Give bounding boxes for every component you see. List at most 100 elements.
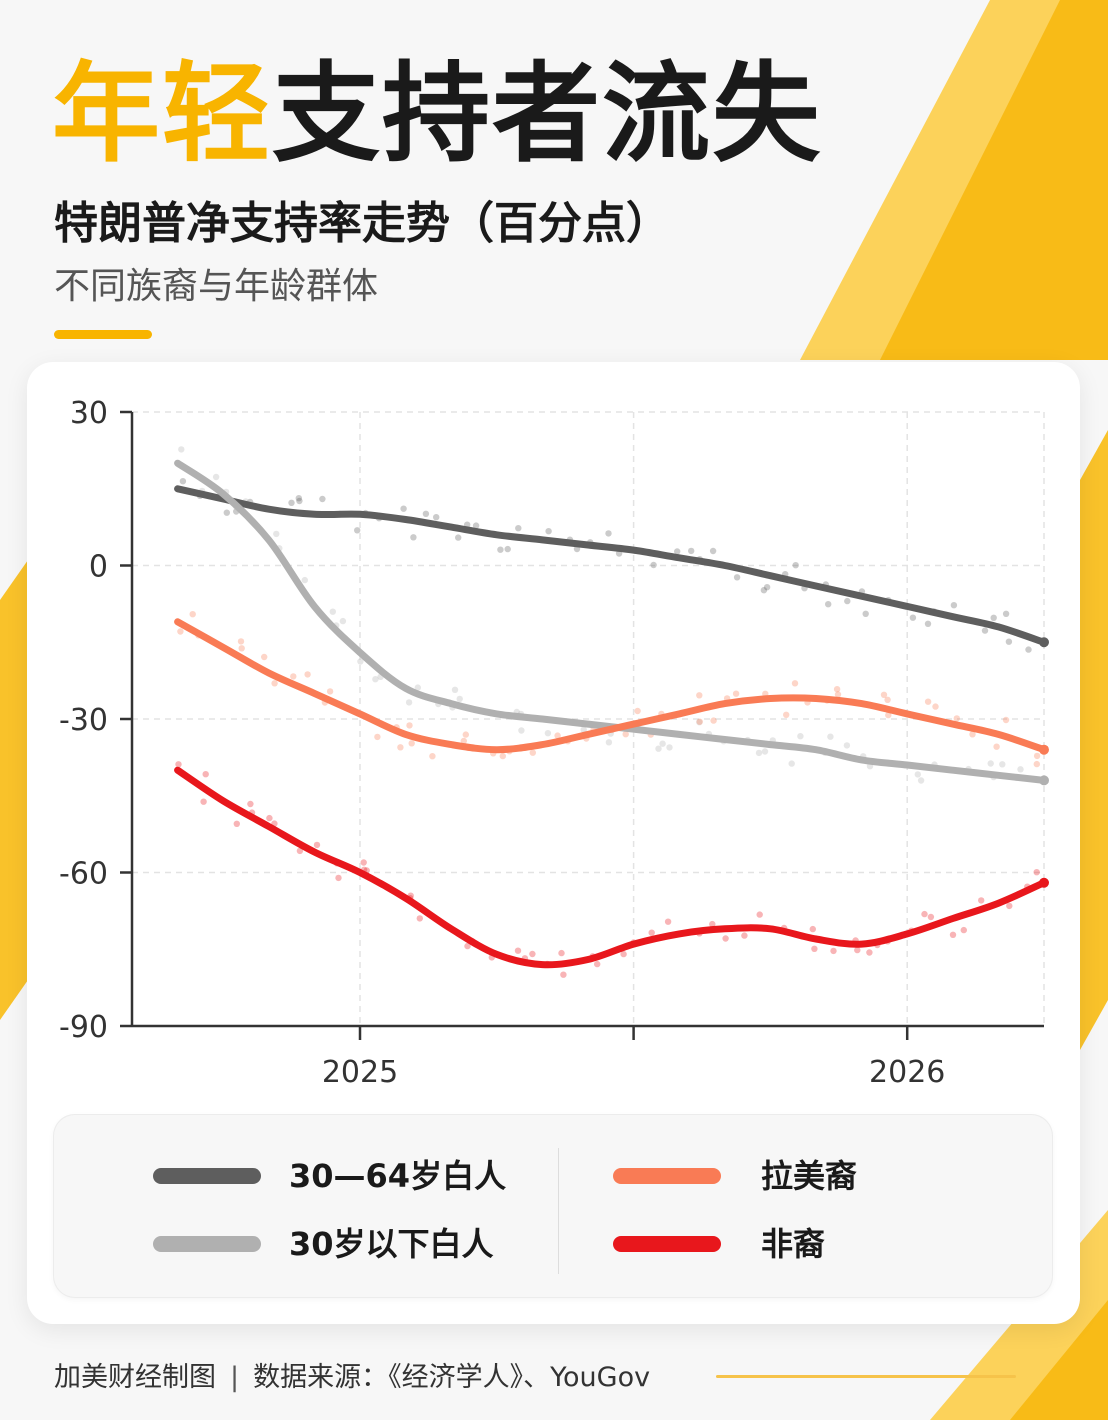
scatter-dot <box>909 614 917 621</box>
title-rest: 支持者流失 <box>272 52 823 177</box>
scatter-dot <box>529 749 536 756</box>
scatter-dot <box>223 509 230 516</box>
scatter-dot <box>313 841 321 849</box>
scatter-dot <box>1033 752 1041 760</box>
scatter-dot <box>620 950 627 958</box>
scatter-dot <box>433 514 440 521</box>
footer-producer: 加美财经制图 <box>54 1362 216 1393</box>
scatter-dot <box>844 597 851 605</box>
scatter-dot <box>594 960 601 968</box>
scatter-dot <box>518 727 525 734</box>
series-line-3 <box>174 766 1048 969</box>
scatter-dot <box>273 530 280 538</box>
scatter-dot <box>400 505 407 512</box>
scatter-dot <box>414 684 421 691</box>
legend-label-hispanic: 拉美裔 <box>761 1157 858 1195</box>
scatter-dot <box>696 719 703 726</box>
series-end-point-3 <box>1039 877 1049 888</box>
scatter-dot <box>1005 638 1013 645</box>
scatter-dot <box>464 942 471 950</box>
y-tick-label: 0 <box>89 550 108 585</box>
legend: 30—64岁白人 30岁以下白人 拉美裔 非裔 <box>53 1114 1053 1298</box>
scatter-dot <box>504 545 511 553</box>
scatter-dot <box>763 584 771 591</box>
legend-label-white-under-30: 30岁以下白人 <box>289 1225 494 1263</box>
scatter-dot <box>455 534 462 541</box>
chart-subtitle: 特朗普净支持率走势（百分点） <box>54 198 670 249</box>
legend-swatch-hispanic <box>613 1168 721 1184</box>
scatter-dot <box>472 522 480 529</box>
scatter-dot <box>755 749 763 757</box>
x-tick-label: 2025 <box>322 1055 398 1090</box>
series-end-point-2 <box>1039 744 1049 755</box>
scatter-dot <box>924 620 932 627</box>
scatter-dot <box>921 910 928 918</box>
scatter-dot <box>884 696 891 703</box>
scatter-dot <box>558 949 565 957</box>
scatter-dot <box>357 658 364 665</box>
yellow-stripe-top-dark <box>880 0 1108 360</box>
scatter-dot <box>189 611 196 618</box>
scatter-dot <box>797 733 804 740</box>
scatter-dot <box>811 945 818 952</box>
scatter-dot <box>339 617 347 625</box>
page-title: 年轻支持者流失 <box>52 50 822 180</box>
scatter-dot <box>212 473 220 481</box>
scatter-dot <box>825 601 832 608</box>
scatter-dot <box>760 587 768 594</box>
scatter-dot <box>709 920 716 928</box>
scatter-dot <box>969 731 976 738</box>
scatter-dot <box>560 971 567 978</box>
scatter-dot <box>732 690 740 697</box>
scatter-dot <box>261 653 268 661</box>
scatter-dot <box>880 691 888 698</box>
scatter-dot <box>580 726 587 733</box>
scatter-dot <box>422 510 430 517</box>
scatter-dot <box>741 932 748 939</box>
scatter-dot <box>1002 610 1010 617</box>
scatter-dot <box>862 610 869 617</box>
scatter-dot <box>405 699 413 706</box>
scatter-dot <box>266 814 273 822</box>
scatter-dot <box>990 614 997 621</box>
footer-separator: | <box>230 1362 240 1393</box>
scatter-dot <box>659 740 666 747</box>
scatter-dot <box>830 947 837 955</box>
scatter-dot <box>177 628 184 635</box>
chart-subnote: 不同族裔与年龄群体 <box>54 266 379 307</box>
scatter-dot <box>374 733 381 741</box>
footer-credit: 加美财经制图 | 数据来源：《经济学人》、YouGov <box>54 1358 650 1398</box>
scatter-dot <box>354 527 361 534</box>
scatter-dot <box>664 918 672 925</box>
scatter-dot <box>178 446 185 453</box>
scatter-dot <box>843 742 851 749</box>
scatter-dot <box>295 495 302 502</box>
legend-label-black: 非裔 <box>761 1225 826 1263</box>
scatter-dot <box>301 576 308 584</box>
scatter-dot <box>460 737 467 745</box>
scatter-dot <box>416 915 423 922</box>
scatter-dot <box>927 913 935 921</box>
scatter-dot <box>993 743 1000 750</box>
scatter-dot <box>202 771 209 778</box>
scatter-dot <box>237 638 245 645</box>
scatter-dot <box>429 753 436 760</box>
scatter-dot <box>514 947 522 954</box>
scatter-dot <box>709 547 717 555</box>
scatter-dot <box>791 680 799 687</box>
scatter-dot <box>666 744 673 751</box>
scatter-dot <box>408 740 415 747</box>
scatter-dot <box>1006 902 1013 910</box>
footer-source: 数据来源：《经济学人》、YouGov <box>253 1362 651 1393</box>
scatter-dot <box>179 478 187 485</box>
scatter-dot <box>650 561 657 569</box>
scatter-dot <box>999 761 1006 768</box>
scatter-dot <box>605 739 613 746</box>
scatter-dot <box>554 732 561 739</box>
title-highlight: 年轻 <box>52 52 273 177</box>
scatter-dot <box>722 935 729 942</box>
scatter-dot <box>200 798 207 805</box>
scatter-dot <box>1033 760 1041 768</box>
scatter-dot <box>296 497 303 505</box>
scatter-dot <box>866 949 873 956</box>
